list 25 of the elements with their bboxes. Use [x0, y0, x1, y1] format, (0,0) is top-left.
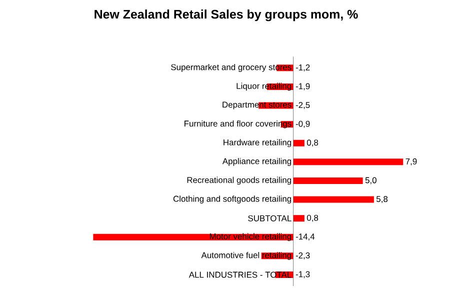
- data-label: -0,9: [296, 120, 310, 128]
- y-tick-label: Appliance retailing: [222, 158, 292, 166]
- y-tick-label: Automotive fuel retailing: [201, 252, 292, 260]
- y-tick-label: SUBTOTAL: [248, 215, 292, 222]
- y-tick-label: Clothing and softgoods retailing: [173, 196, 292, 204]
- y-tick-label: Hardware retailing: [224, 139, 292, 148]
- data-label: -1,3: [296, 271, 310, 278]
- data-label: 7,9: [406, 158, 417, 166]
- bar: [293, 158, 404, 166]
- data-label: -2,3: [296, 252, 310, 260]
- y-tick-label: Motor vehicle retailing: [210, 233, 292, 242]
- bar: [293, 196, 374, 203]
- y-tick-label: Recreational goods retailing: [187, 176, 292, 185]
- bar: [293, 215, 304, 222]
- bar: [293, 177, 363, 184]
- data-label: 0,8: [306, 214, 318, 222]
- data-label: -1,9: [296, 83, 310, 90]
- chart-title: New Zealand Retail Sales by groups mom, %: [94, 10, 358, 22]
- data-label: 5,0: [365, 177, 376, 184]
- bar: [293, 140, 304, 146]
- data-label: 0,8: [306, 140, 318, 147]
- data-label: -14,4: [296, 234, 315, 241]
- data-label: -1,2: [296, 64, 310, 72]
- data-label: 5,8: [376, 196, 388, 204]
- data-label: -2,5: [296, 102, 310, 110]
